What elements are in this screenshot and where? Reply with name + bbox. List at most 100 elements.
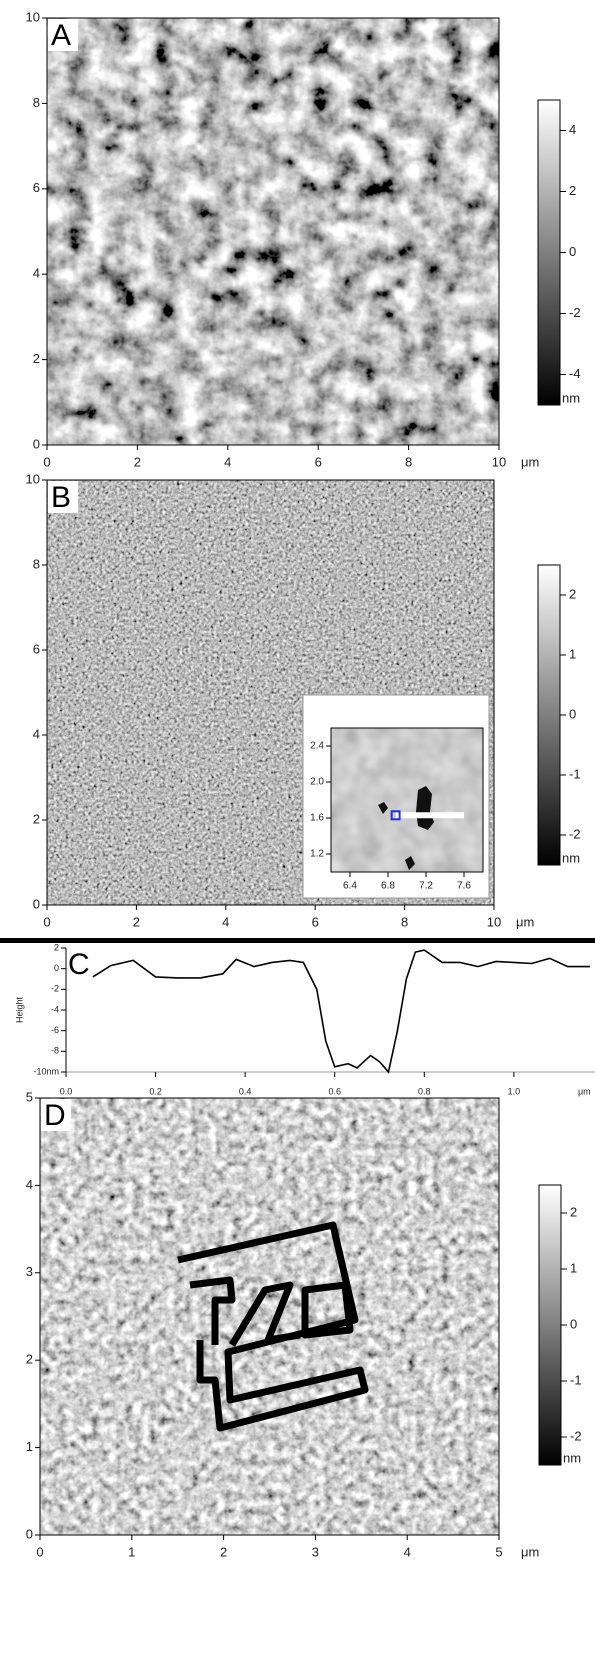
x-tick-label: 0.4	[239, 1086, 252, 1096]
x-tick-label: 6.8	[381, 881, 395, 892]
colorbar	[537, 99, 561, 406]
y-tick-label: 10	[26, 9, 40, 24]
y-tick-label: 2.0	[310, 777, 324, 788]
x-tick-label: 0	[43, 454, 50, 469]
x-tick-label: 7.6	[457, 881, 471, 892]
y-tick-label: -10nm	[33, 1066, 59, 1076]
image-frame	[46, 479, 495, 906]
colorbar-tick-label: 2	[570, 1204, 577, 1219]
colorbar-unit: nm	[563, 1450, 581, 1465]
lithography-pattern	[177, 1221, 369, 1432]
x-tick-label: 10	[487, 914, 501, 929]
y-tick-label: -2	[51, 984, 59, 994]
y-tick-label: 2	[54, 942, 59, 952]
x-tick-label: 4	[224, 454, 231, 469]
x-tick-label: 5	[495, 1544, 502, 1559]
panel-label: A	[51, 19, 71, 52]
colorbar-tick-label: 0	[570, 1316, 577, 1331]
colorbar	[538, 1184, 562, 1466]
x-tick-label: 7.2	[419, 881, 433, 892]
panel-label: D	[44, 1099, 66, 1132]
y-tick-label: 0	[54, 963, 59, 973]
afm-image	[47, 18, 499, 445]
y-axis-label: Height	[14, 996, 24, 1023]
colorbar-tick-label: -2	[569, 305, 581, 320]
y-tick-label: 8	[33, 556, 40, 571]
x-tick-label: 0.6	[328, 1086, 341, 1096]
x-tick-label: 0.2	[149, 1086, 162, 1096]
x-unit: μm	[516, 914, 534, 929]
x-tick-label: 4	[222, 914, 229, 929]
inset-hole	[378, 786, 434, 870]
x-tick-label: 2	[133, 914, 140, 929]
separator-bar	[0, 938, 595, 943]
y-tick-label: 10	[26, 471, 40, 486]
x-tick-label: 0.0	[60, 1086, 73, 1096]
x-tick-label: 2	[220, 1544, 227, 1559]
x-unit: μm	[521, 454, 539, 469]
x-unit: μm	[521, 1544, 539, 1559]
x-tick-label: 0	[36, 1544, 43, 1559]
y-tick-label: 2	[33, 351, 40, 366]
x-tick-label: 6	[312, 914, 319, 929]
x-tick-label: 1	[128, 1544, 135, 1559]
y-tick-label: 6	[33, 180, 40, 195]
x-tick-label: 0	[43, 914, 50, 929]
y-tick-label: 4	[33, 726, 40, 741]
y-tick-label: 2	[26, 1352, 33, 1367]
x-unit: μm	[578, 1086, 591, 1096]
x-tick-label: 8	[401, 914, 408, 929]
colorbar-tick-label: 4	[569, 122, 576, 137]
y-tick-label: 6	[33, 641, 40, 656]
colorbar-tick-label: -4	[569, 366, 581, 381]
y-tick-label: -8	[51, 1046, 59, 1056]
profile-start	[390, 810, 401, 821]
y-tick-label: 3	[26, 1264, 33, 1279]
y-tick-label: 1.6	[310, 813, 324, 824]
colorbar-tick-label: -1	[569, 766, 581, 781]
colorbar	[537, 564, 561, 866]
colorbar-unit: nm	[562, 850, 580, 865]
y-tick-label: -6	[51, 1025, 59, 1035]
y-tick-label: 4	[33, 266, 40, 281]
y-tick-label: 5	[26, 1089, 33, 1104]
colorbar-unit: nm	[562, 390, 580, 405]
x-tick-label: 1.0	[508, 1086, 521, 1096]
image-frame	[39, 1097, 500, 1536]
colorbar-tick-label: -2	[570, 1428, 582, 1443]
afm-image	[40, 1098, 499, 1535]
colorbar-tick-label: 1	[570, 1260, 577, 1275]
colorbar-tick-label: 0	[569, 706, 576, 721]
y-tick-label: 0	[33, 436, 40, 451]
y-tick-label: 0	[33, 896, 40, 911]
colorbar-tick-label: 0	[569, 244, 576, 259]
x-tick-label: 0.8	[418, 1086, 431, 1096]
y-tick-label: 4	[26, 1177, 33, 1192]
y-tick-label: 2	[33, 811, 40, 826]
height-profile	[92, 949, 590, 1074]
panel-label-box	[48, 481, 78, 513]
y-tick-label: 1.2	[310, 849, 324, 860]
panel-label: B	[51, 481, 71, 514]
y-tick-label: 8	[33, 95, 40, 110]
x-tick-label: 2	[134, 454, 141, 469]
colorbar-tick-label: 1	[569, 646, 576, 661]
y-tick-label: 2.4	[310, 741, 324, 752]
image-frame	[46, 17, 500, 446]
y-tick-label: 0	[26, 1526, 33, 1541]
inset-image	[331, 728, 483, 872]
x-tick-label: 8	[405, 454, 412, 469]
colorbar-tick-label: 2	[569, 586, 576, 601]
panel-label-box	[48, 19, 78, 51]
x-tick-label: 10	[492, 454, 506, 469]
panel-label-box	[41, 1099, 71, 1131]
x-tick-label: 6	[315, 454, 322, 469]
colorbar-tick-label: -1	[570, 1372, 582, 1387]
image-frame	[330, 727, 484, 873]
colorbar-tick-label: 2	[569, 183, 576, 198]
x-tick-label: 6.4	[343, 881, 357, 892]
panel-label: C	[68, 948, 90, 981]
colorbar-tick-label: -2	[569, 826, 581, 841]
y-tick-label: 1	[26, 1439, 33, 1454]
